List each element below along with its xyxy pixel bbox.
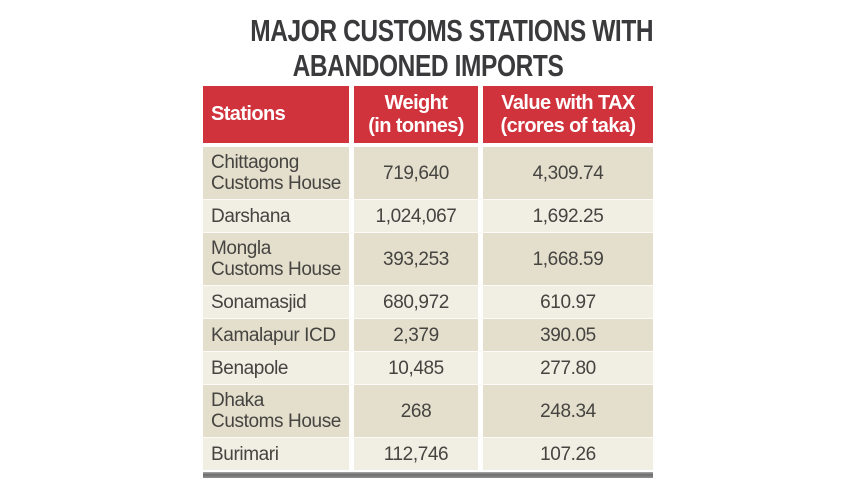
weight-cell: 1,024,067 — [354, 200, 478, 232]
table-row: Dhaka Customs House 268 248.34 — [203, 384, 653, 437]
weight-cell: 719,640 — [354, 147, 478, 199]
table-row: Sonamasjid 680,972 610.97 — [203, 285, 653, 318]
page-title: MAJOR CUSTOMS STATIONS WITH ABANDONED IM… — [203, 13, 653, 83]
column-header-stations: Stations — [203, 86, 349, 143]
station-cell: Sonamasjid — [203, 286, 349, 318]
weight-cell: 268 — [354, 385, 478, 437]
table-header-row: Stations Weight (in tonnes) Value with T… — [203, 86, 653, 143]
column-header-value-line1: Value with TAX — [501, 91, 635, 114]
value-cell: 610.97 — [483, 286, 653, 318]
column-header-weight-line1: Weight — [384, 91, 448, 114]
column-header-value: Value with TAX (crores of taka) — [483, 86, 653, 143]
station-cell: Benapole — [203, 352, 349, 384]
column-header-stations-label: Stations — [211, 103, 286, 125]
value-cell: 390.05 — [483, 319, 653, 351]
station-cell: Darshana — [203, 200, 349, 232]
station-cell: Mongla Customs House — [203, 233, 349, 285]
weight-cell: 112,746 — [354, 438, 478, 470]
station-cell: Burimari — [203, 438, 349, 470]
page-title-line-1: MAJOR CUSTOMS STATIONS WITH — [250, 13, 654, 48]
column-header-weight: Weight (in tonnes) — [354, 86, 478, 143]
table-row: Mongla Customs House 393,253 1,668.59 — [203, 232, 653, 285]
value-cell: 248.34 — [483, 385, 653, 437]
weight-cell: 2,379 — [354, 319, 478, 351]
column-header-weight-line2: (in tonnes) — [368, 114, 464, 137]
value-cell: 1,668.59 — [483, 233, 653, 285]
table-row: Kamalapur ICD 2,379 390.05 — [203, 318, 653, 351]
table-body: Chittagong Customs House 719,640 4,309.7… — [203, 147, 653, 470]
bottom-rule — [203, 472, 653, 478]
infographic-content: MAJOR CUSTOMS STATIONS WITH ABANDONED IM… — [203, 13, 654, 478]
station-cell: Chittagong Customs House — [203, 147, 349, 199]
value-cell: 277.80 — [483, 352, 653, 384]
column-header-value-line2: (crores of taka) — [500, 114, 637, 137]
table-row: Burimari 112,746 107.26 — [203, 437, 653, 470]
table-row: Chittagong Customs House 719,640 4,309.7… — [203, 147, 653, 199]
station-cell: Dhaka Customs House — [203, 385, 349, 437]
weight-cell: 680,972 — [354, 286, 478, 318]
value-cell: 107.26 — [483, 438, 653, 470]
weight-cell: 393,253 — [354, 233, 478, 285]
weight-cell: 10,485 — [354, 352, 478, 384]
value-cell: 1,692.25 — [483, 200, 653, 232]
table-row: Darshana 1,024,067 1,692.25 — [203, 199, 653, 232]
table-row: Benapole 10,485 277.80 — [203, 351, 653, 384]
value-cell: 4,309.74 — [483, 147, 653, 199]
page-title-line-2: ABANDONED IMPORTS — [292, 48, 564, 83]
station-cell: Kamalapur ICD — [203, 319, 349, 351]
